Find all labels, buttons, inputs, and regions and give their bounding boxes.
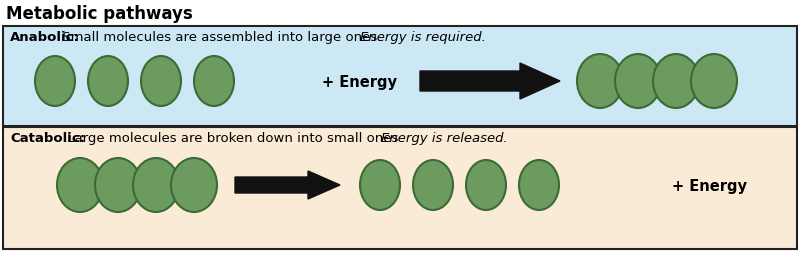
Ellipse shape (577, 55, 623, 108)
Ellipse shape (35, 57, 75, 107)
Bar (3, 128, 797, 249)
Text: Anabolic:: Anabolic: (10, 31, 80, 44)
Ellipse shape (519, 160, 559, 210)
Ellipse shape (133, 158, 179, 212)
Ellipse shape (194, 57, 234, 107)
Ellipse shape (88, 57, 128, 107)
Ellipse shape (466, 160, 506, 210)
Text: + Energy: + Energy (673, 178, 747, 193)
Ellipse shape (141, 57, 181, 107)
Ellipse shape (653, 55, 699, 108)
Ellipse shape (95, 158, 141, 212)
Text: Catabolic:: Catabolic: (10, 132, 85, 145)
Ellipse shape (691, 55, 737, 108)
Ellipse shape (171, 158, 217, 212)
Ellipse shape (57, 158, 103, 212)
Text: Metabolic pathways: Metabolic pathways (6, 5, 193, 23)
Text: Small molecules are assembled into large ones.: Small molecules are assembled into large… (58, 31, 386, 44)
Text: Large molecules are broken down into small ones.: Large molecules are broken down into sma… (63, 132, 406, 145)
Ellipse shape (360, 160, 400, 210)
Ellipse shape (615, 55, 661, 108)
Ellipse shape (413, 160, 453, 210)
Text: Energy is required.: Energy is required. (360, 31, 486, 44)
Text: Energy is released.: Energy is released. (381, 132, 508, 145)
Bar (3, 27, 797, 126)
FancyArrow shape (420, 64, 560, 100)
Text: + Energy: + Energy (322, 74, 398, 89)
FancyArrow shape (235, 171, 340, 199)
